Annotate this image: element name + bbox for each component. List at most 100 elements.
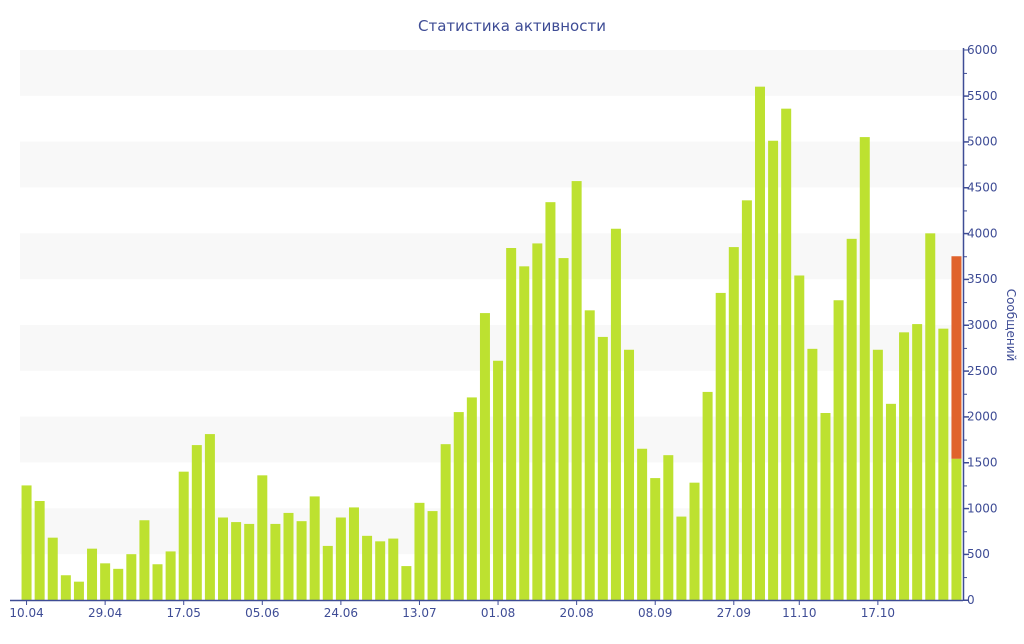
x-tick-label: 11.10 bbox=[782, 606, 816, 620]
bar bbox=[466, 397, 477, 600]
bar bbox=[322, 545, 333, 600]
x-tick-label: 27.09 bbox=[717, 606, 751, 620]
bar bbox=[309, 496, 320, 600]
bar bbox=[296, 521, 307, 600]
y-tick-label: 3500 bbox=[967, 272, 998, 286]
bar bbox=[218, 517, 229, 600]
bar bbox=[270, 523, 281, 600]
grid-band bbox=[20, 416, 963, 463]
bar bbox=[139, 520, 150, 600]
bar bbox=[912, 324, 923, 600]
bar bbox=[283, 512, 294, 600]
x-tick-label: 13.07 bbox=[402, 606, 436, 620]
bar bbox=[597, 336, 608, 600]
bar bbox=[702, 391, 713, 600]
y-tick-label: 1000 bbox=[967, 501, 998, 515]
bar bbox=[859, 137, 870, 601]
bar bbox=[754, 86, 765, 600]
bar bbox=[244, 523, 255, 600]
x-axis: 10.04 29.04 17.05 05.06 24.06 13.07 01.08 20.08… bbox=[9, 599, 963, 620]
bar bbox=[885, 403, 896, 600]
bar bbox=[663, 455, 674, 600]
bar bbox=[715, 292, 726, 600]
y-tick-label: 1500 bbox=[967, 456, 998, 470]
x-tick-label: 17.05 bbox=[167, 606, 201, 620]
bar bbox=[113, 568, 124, 600]
bar bbox=[558, 258, 569, 600]
bar bbox=[689, 482, 700, 600]
bar bbox=[204, 434, 215, 600]
bar bbox=[375, 541, 386, 600]
bar bbox=[126, 554, 137, 600]
bar bbox=[899, 332, 910, 600]
bar bbox=[872, 349, 883, 600]
bar bbox=[610, 228, 621, 600]
bar bbox=[846, 238, 857, 601]
y-tick-label: 4500 bbox=[967, 181, 998, 195]
bars bbox=[21, 86, 962, 601]
bar bbox=[571, 181, 582, 601]
x-tick-label: 24.06 bbox=[324, 606, 358, 620]
chart-title: Статистика активности bbox=[418, 17, 606, 35]
x-tick-label: 05.06 bbox=[245, 606, 279, 620]
bar bbox=[87, 548, 98, 600]
bar bbox=[362, 535, 373, 600]
bar bbox=[545, 202, 556, 600]
bar bbox=[624, 349, 635, 600]
bar bbox=[493, 360, 504, 600]
bar bbox=[165, 551, 176, 600]
bar bbox=[60, 575, 71, 600]
bar bbox=[728, 247, 739, 601]
grid-band bbox=[20, 141, 963, 188]
grid-band bbox=[20, 508, 963, 555]
bar bbox=[191, 445, 202, 600]
bar bbox=[178, 471, 189, 600]
y-tick-label: 0 bbox=[967, 593, 975, 607]
grid-band bbox=[20, 233, 963, 280]
bar bbox=[257, 475, 268, 600]
bar bbox=[676, 516, 687, 600]
bar bbox=[741, 200, 752, 601]
bar bbox=[73, 581, 84, 600]
grid-bands bbox=[20, 50, 963, 555]
bar bbox=[231, 522, 242, 600]
bar bbox=[453, 412, 464, 600]
y-axis-label: Сообщений bbox=[1004, 289, 1018, 362]
bar bbox=[47, 537, 58, 600]
bar bbox=[794, 275, 805, 600]
bar bbox=[348, 507, 359, 600]
y-tick-label: 500 bbox=[967, 547, 990, 561]
bar bbox=[833, 300, 844, 600]
bar bbox=[807, 348, 818, 600]
bar bbox=[100, 563, 111, 600]
bar bbox=[938, 328, 949, 600]
bar bbox=[401, 566, 412, 600]
bar bbox=[637, 448, 648, 600]
bar bbox=[388, 538, 399, 600]
x-tick-label: 17.10 bbox=[861, 606, 895, 620]
y-tick-label: 6000 bbox=[967, 43, 998, 57]
bar bbox=[335, 517, 346, 600]
bar bbox=[440, 444, 451, 600]
bar bbox=[584, 310, 595, 600]
bar bbox=[506, 248, 517, 600]
grid-band bbox=[20, 325, 963, 371]
bar bbox=[768, 140, 779, 600]
y-axis: 0 500 1000 1500 2000 2500 3000 3500 4000 4500 5000… bbox=[962, 43, 998, 607]
x-tick-label: 20.08 bbox=[559, 606, 593, 620]
bar bbox=[519, 266, 530, 600]
y-tick-label: 3000 bbox=[967, 318, 998, 332]
bar bbox=[925, 233, 936, 601]
bar bbox=[427, 511, 438, 600]
x-tick-label: 29.04 bbox=[88, 606, 122, 620]
grid-band bbox=[20, 50, 963, 96]
bar bbox=[650, 478, 661, 600]
x-tick-label: 08.09 bbox=[638, 606, 672, 620]
bar bbox=[781, 108, 792, 601]
bar bbox=[479, 313, 490, 600]
y-tick-label: 5500 bbox=[967, 89, 998, 103]
bar bbox=[414, 502, 425, 600]
bar bbox=[21, 485, 32, 600]
bar-projection bbox=[951, 256, 962, 459]
bar bbox=[820, 413, 831, 600]
